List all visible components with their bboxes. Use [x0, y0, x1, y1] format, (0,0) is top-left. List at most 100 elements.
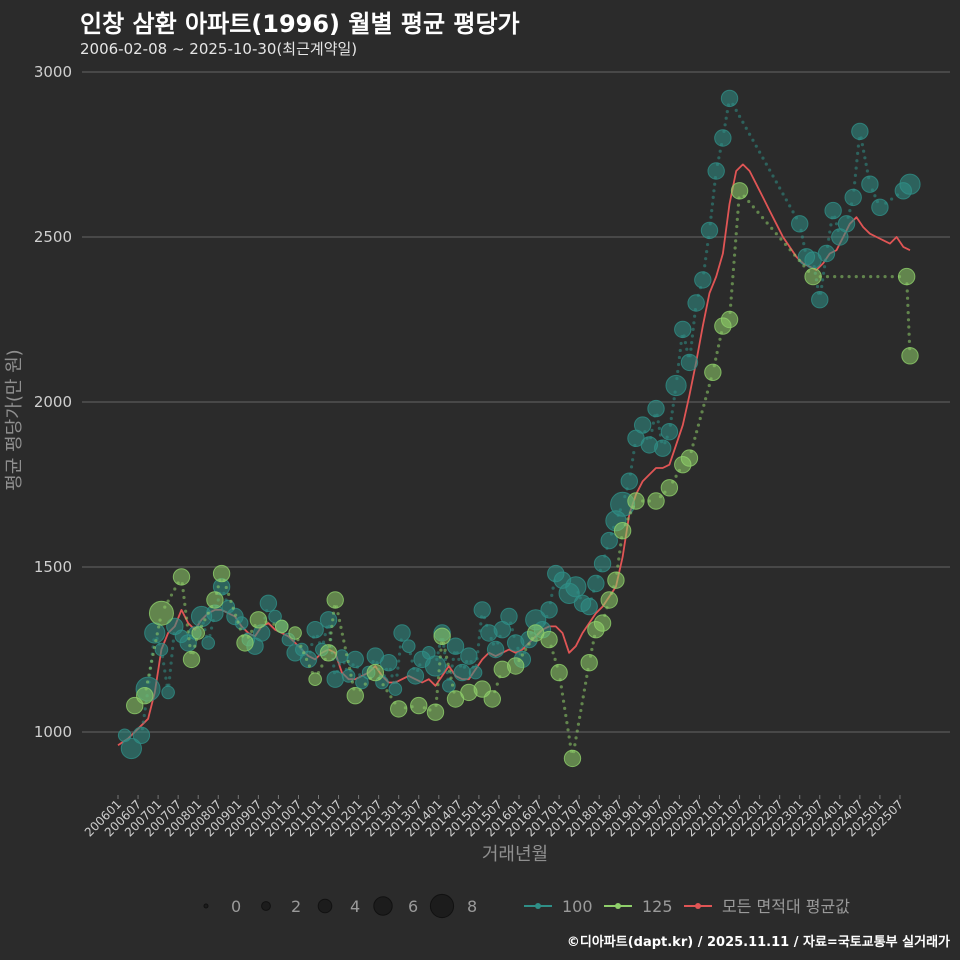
series-125-connector-dot [148, 666, 152, 670]
series-125-connector-dot [714, 357, 718, 361]
series-125-connector-dot [342, 639, 346, 643]
series-100-connector-dot [864, 162, 868, 166]
legend-size-label: 6 [408, 897, 418, 916]
series-100-connector-dot [395, 673, 399, 677]
series-100-connector-dot [890, 197, 894, 201]
series-100-connector-dot [550, 593, 554, 597]
series-100-connector-dot [170, 654, 174, 658]
series-100-point [620, 472, 638, 490]
series-100-connector-dot [450, 664, 454, 668]
series-100-connector-dot [671, 403, 675, 407]
series-100-connector-dot [761, 156, 765, 160]
series-125-connector-dot [147, 673, 151, 677]
series-125-connector-dot [619, 543, 623, 547]
series-100-connector-dot [829, 223, 833, 227]
series-100-connector-dot [784, 198, 788, 202]
series-100-point [844, 188, 862, 207]
series-125-connector-dot [847, 275, 851, 279]
series-125-connector-dot [520, 653, 524, 657]
series-125-connector-dot [150, 659, 154, 663]
series-125-connector-dot [436, 683, 440, 687]
series-125-connector-dot [187, 637, 191, 641]
series-125-connector-dot [234, 613, 238, 617]
series-100-connector-dot [692, 321, 696, 325]
series-125-connector-dot [449, 676, 453, 680]
series-100-connector-dot [676, 362, 681, 367]
series-125-point [148, 600, 174, 626]
series-125-point [236, 634, 254, 652]
series-100-connector-dot [848, 209, 852, 213]
series-125-connector-dot [302, 651, 306, 655]
series-125-connector-dot [906, 311, 910, 315]
series-125-point [550, 663, 568, 682]
series-125-connector-dot [227, 592, 231, 596]
series-125-connector-dot [231, 606, 235, 610]
series-125-connector-dot [695, 430, 699, 434]
series-125-connector-dot [389, 695, 393, 699]
series-100-connector-dot [691, 327, 695, 331]
series-125-connector-dot [336, 612, 340, 616]
series-100-connector-dot [705, 242, 710, 247]
series-100-point [406, 667, 425, 685]
series-100-connector-dot [751, 138, 755, 142]
legend-series-label: 모든 면적대 평균값 [722, 897, 850, 916]
series-100-connector-dot [479, 622, 483, 626]
x-axis-ticks: 2006012006072007012007072008012008072009… [82, 795, 906, 840]
series-100-connector-dot [800, 235, 804, 239]
series-125-connector-dot [216, 585, 220, 589]
legend-size-circle [317, 898, 333, 914]
series-100-connector-dot [705, 250, 709, 254]
series-100-connector-dot [410, 659, 414, 663]
series-125-connector-dot [576, 722, 581, 726]
series-125-connector-dot [890, 275, 894, 279]
series-125-point [433, 627, 451, 645]
series-100-connector-dot [457, 657, 461, 662]
points-layer [117, 89, 921, 768]
series-125-connector-dot [564, 713, 568, 718]
series-100-connector-dot [724, 116, 728, 120]
series-125-point [580, 654, 598, 672]
series-125-connector-dot [304, 657, 309, 662]
series-100-point [580, 597, 598, 616]
legend-series-label: 125 [642, 897, 673, 916]
series-125-connector-dot [445, 655, 449, 659]
series-125-connector-dot [447, 669, 452, 673]
series-125-point [540, 630, 558, 649]
series-100-point [647, 399, 665, 418]
series-125-connector-dot [331, 618, 335, 622]
series-125-connector-dot [840, 275, 844, 279]
series-100-connector-dot [672, 397, 676, 401]
series-125-point [627, 492, 645, 510]
series-125-connector-dot [307, 664, 312, 668]
series-125-connector-dot [590, 647, 594, 652]
series-125-connector-dot [797, 258, 801, 263]
series-100-point [393, 624, 411, 642]
series-100-connector-dot [713, 182, 717, 186]
series-125-connector-dot [729, 303, 733, 307]
series-100-connector-dot [678, 348, 682, 353]
series-100-point [446, 637, 465, 655]
series-125-connector-dot [578, 715, 582, 719]
series-125-point [366, 663, 385, 682]
series-125-connector-dot [700, 410, 704, 414]
series-100-connector-dot [169, 661, 173, 665]
series-125-connector-dot [566, 728, 570, 732]
series-100-point [687, 294, 705, 312]
series-100-point [424, 655, 447, 677]
legend-key-dot [615, 903, 621, 909]
series-100-connector-dot [657, 426, 661, 430]
series-125-connector-dot [551, 651, 555, 655]
series-125-connector-dot [591, 641, 595, 645]
series-100-point [680, 353, 699, 372]
series-125-connector-dot [705, 390, 710, 394]
legend-key-dot [695, 903, 701, 909]
series-125-connector-dot [733, 246, 737, 250]
series-125-point [804, 267, 822, 286]
series-125-point [704, 363, 722, 381]
series-125-connector-dot [747, 199, 751, 204]
series-125-connector-dot [563, 706, 567, 710]
y-axis-title: 평균 평당가(만 원) [4, 349, 25, 490]
series-125-connector-dot [250, 629, 254, 633]
series-125-point [613, 522, 632, 540]
series-100-point [654, 439, 672, 457]
